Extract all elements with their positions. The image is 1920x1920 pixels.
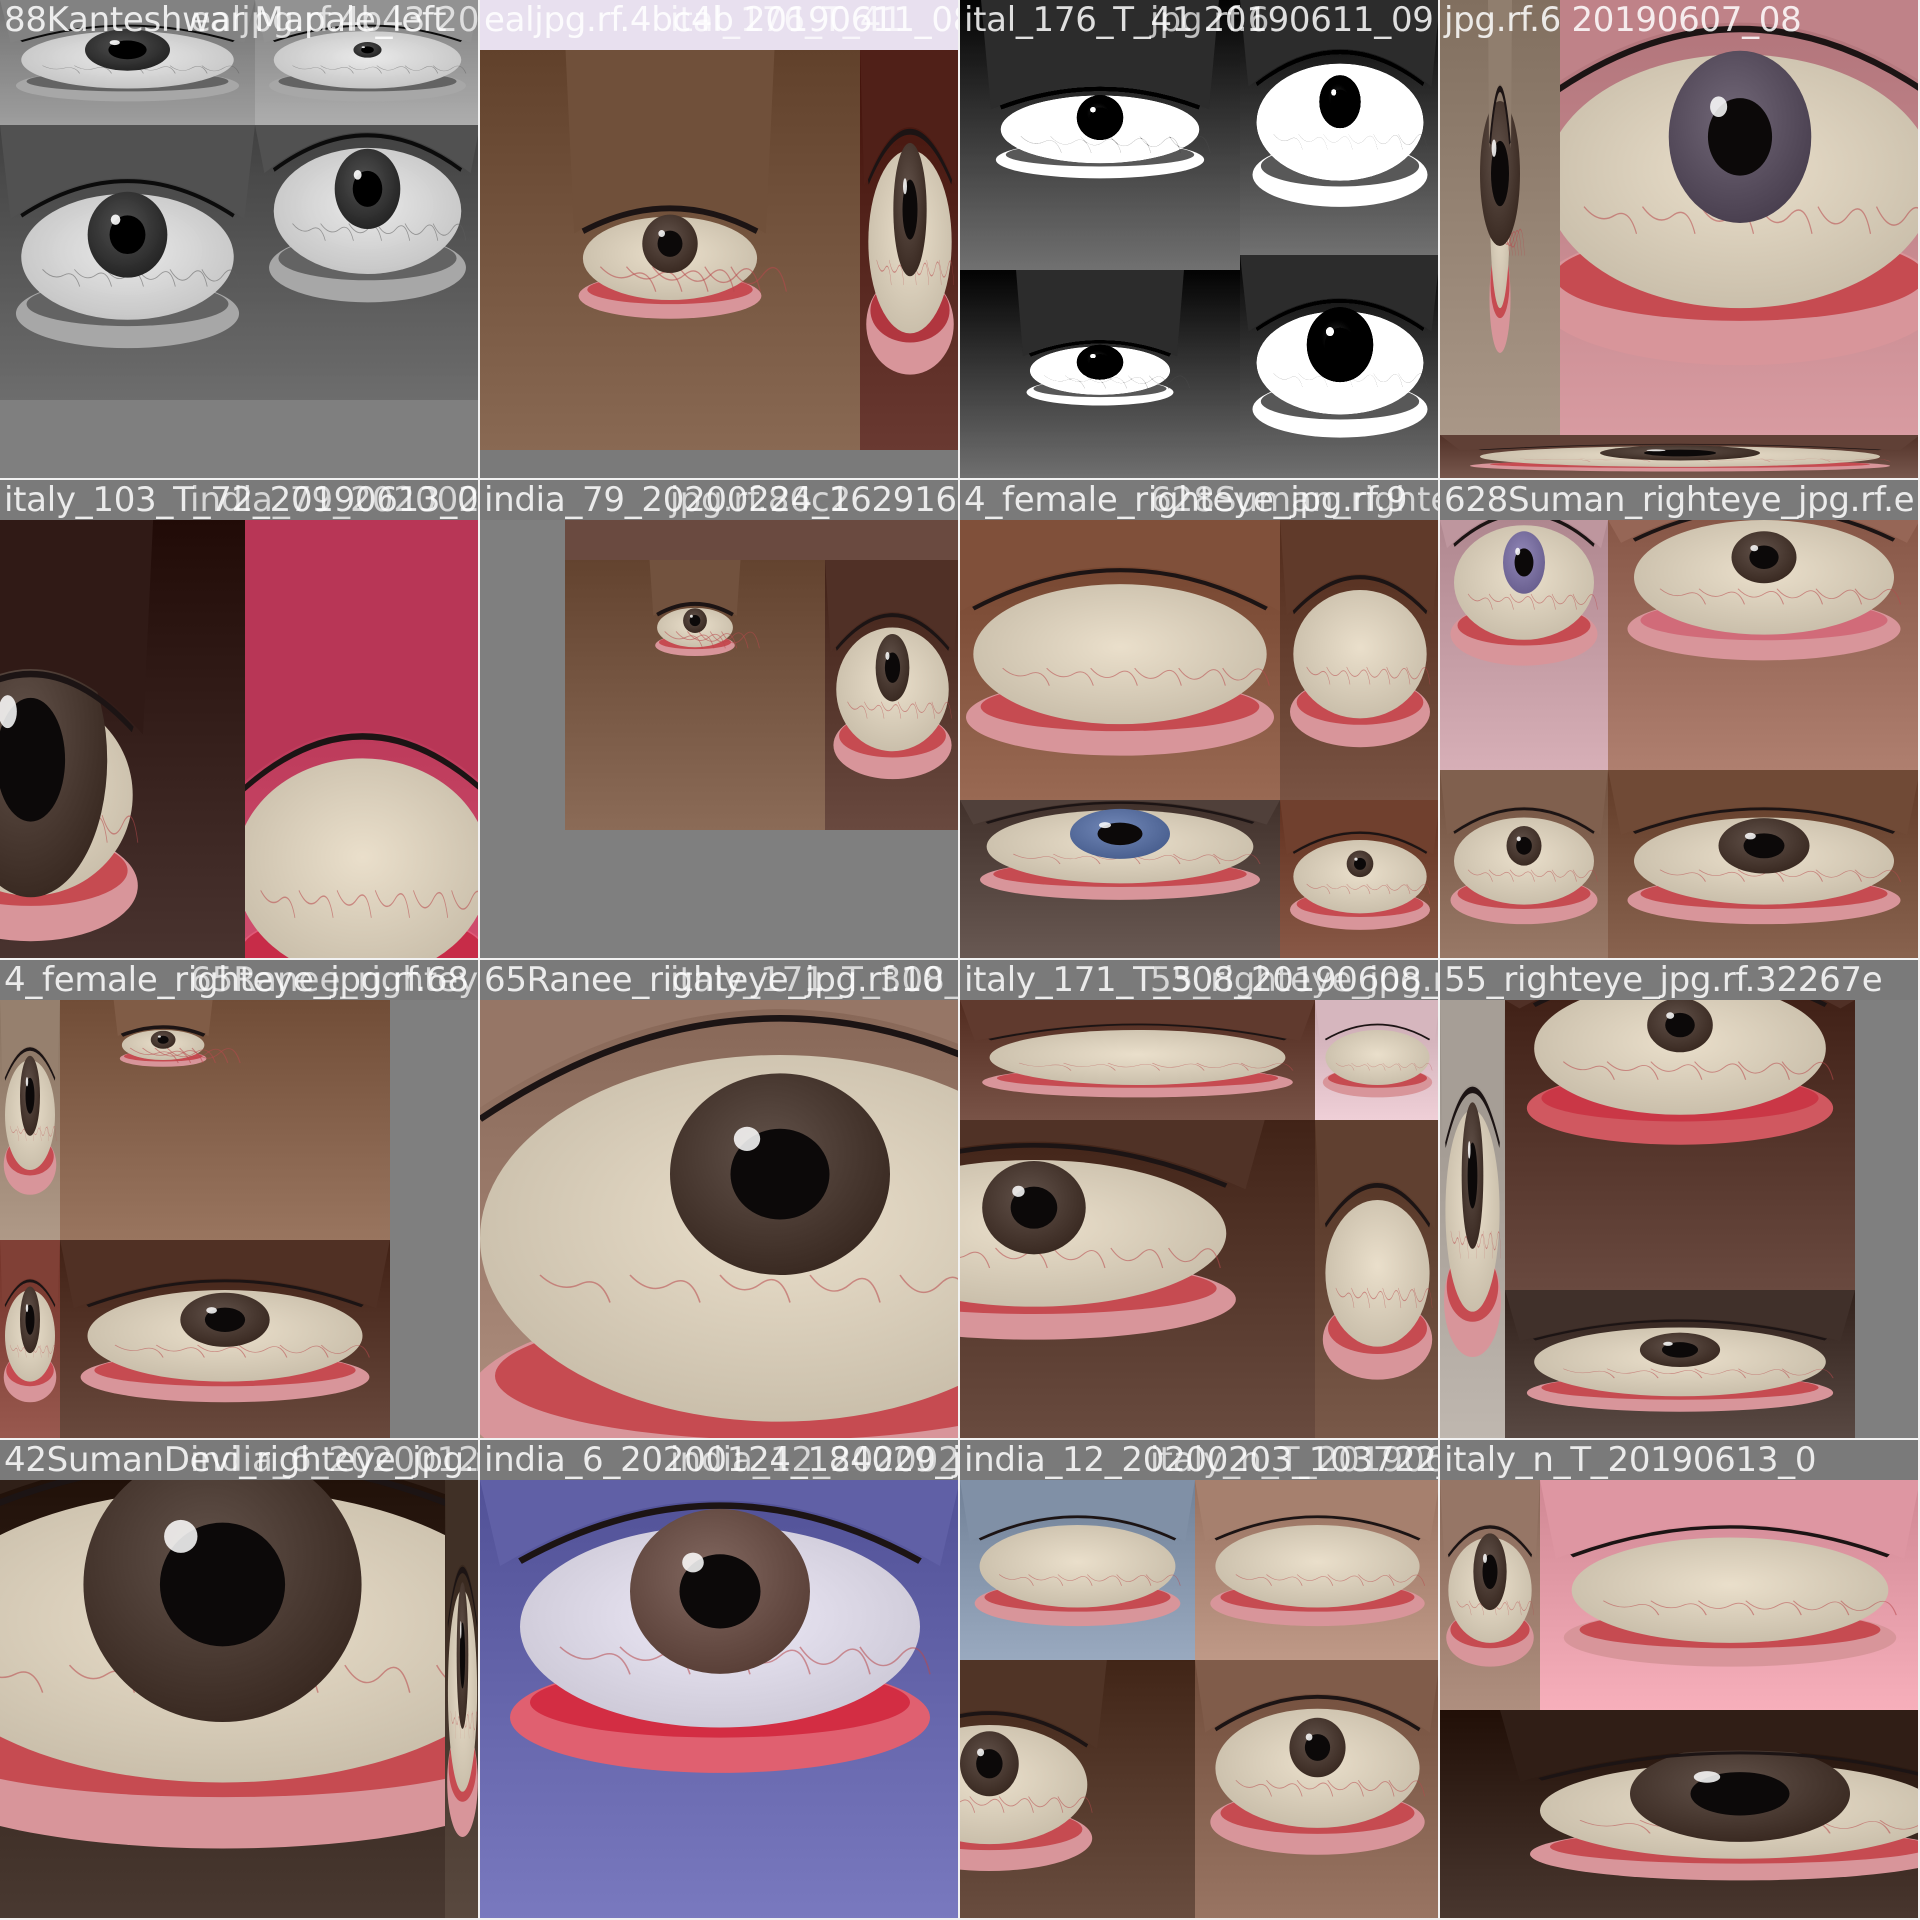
eye-photo [480,50,860,450]
eye-photo [255,0,478,125]
mosaic-tile-7: 4_female_righteye_jpg.rf.9 628Suman_right… [960,480,1440,960]
mosaic-tile-16: italy_n_T_20190613_0 [1440,1440,1920,1920]
eye-photo [60,1240,390,1438]
mosaic-tile-8: 628Suman_righteye_jpg.rf.e1 [1440,480,1920,960]
eye-photo [960,800,1280,958]
eye-photo [0,1480,445,1918]
tile-filename-label: italy_n_T_20190613_0 [1444,1440,1817,1480]
eye-photo [825,560,958,830]
eye-photo [60,1000,390,1240]
mosaic-tile-5: italy_103_T_72_20190613_08 india_79_20200… [0,480,480,960]
eye-photo [1240,255,1438,478]
eye-photo [0,0,255,125]
eye-photo [1560,0,1918,435]
tile-overlap-label: 65Ranee_righteye_jpg.rf.10 [190,960,479,1000]
eye-photo [565,560,825,830]
eye-photo [1440,770,1608,958]
tile-band [480,0,958,50]
eye-photo [1315,1000,1438,1120]
mosaic-tile-9: 4_female_righteye_jpg.rf.68 65Ranee_right… [0,960,480,1440]
letterbox-padding [565,830,958,958]
eye-photo [1608,770,1918,958]
mosaic-tile-14: india_6_20200124_184029_jpg.rfindia_12_2… [480,1440,960,1920]
tile-overlap-label: india_12_20200203_103722 [670,1440,960,1480]
eye-photo [255,125,478,400]
eye-photo [1240,0,1438,255]
mosaic-tile-12: 55_righteye_jpg.rf.32267e [1440,960,1920,1440]
tile-overlap-label: italy_n_T_20190613_0 [1150,1440,1438,1480]
mosaic-tile-1: 88Kanteshwar Mapale_left ealjpg.rf.4b43 2… [0,0,480,480]
eye-photo [445,1480,478,1918]
eye-photo [1195,1480,1438,1660]
eye-photo [1505,1290,1855,1438]
eye-photo [960,0,1240,270]
eye-photo [960,270,1240,478]
eye-photo [1195,1660,1438,1918]
eye-photo [0,1000,60,1240]
tile-overlap-label: italy_171_T_308_20190608_0 [670,960,960,1000]
mosaic-tile-6: india_79_20200224_162916 jpg.rf.86c2 [480,480,960,960]
eye-photo [1440,435,1918,478]
mosaic-tile-13: 42SumanDevi_righteye_jpg.rf india_6_20200… [0,1440,480,1920]
letterbox-padding [390,1000,478,1438]
mosaic-tile-10: 65Ranee_righteye_jpg.rf.10 italy_171_T_30… [480,960,960,1440]
mosaic-tile-2: ealjpg.rf.4bc4b 20190611_08 ital_176_T_41 [480,0,960,480]
eye-photo [1440,1000,1505,1438]
mosaic-tile-15: india_12_20200203_103722_jpg.rfitaly_n_T… [960,1440,1440,1920]
tile-overlap-label: 628Suman_righteye_jpg.rf.e1 [1150,480,1438,520]
mosaic-tile-3: ital_176_T_41 20190611_09 jpg.rf.6 [960,0,1440,480]
eye-photo [245,520,478,958]
eye-photo [480,1480,958,1918]
tile-overlap-label: india_6_20200124_184029_jp [190,1440,480,1480]
eye-photo [1440,0,1560,435]
tile-overlap-label: jpg.rf.6 [1150,0,1270,40]
letterbox-padding [480,520,565,958]
eye-photo [0,520,245,958]
tile-overlap-label: ital_176_T_41 [670,0,903,40]
eye-photo [1540,1480,1918,1710]
eye-photo [1505,1000,1855,1290]
mosaic-tile-4: jpg.rf.6 20190607_08 [1440,0,1920,480]
tile-filename-label: 628Suman_righteye_jpg.rf.e1 [1444,480,1920,520]
eye-photo [860,50,958,450]
eye-photo [1280,520,1438,800]
eye-photo [960,1480,1195,1660]
tile-overlap-label: 55_righteye_jpg.rf.32267e [1150,960,1438,1000]
eye-photo [960,520,1280,800]
eye-photo [0,1240,60,1438]
eye-photo [1440,520,1608,770]
eye-photo [0,125,255,400]
eye-photo [960,1000,1315,1120]
eye-photo [960,1660,1195,1918]
letterbox-padding [0,400,478,478]
tile-overlap-label: ealjpg.rf.4b43 20190611_0 [190,0,480,40]
mosaic-tile-11: italy_171_T_308_20190608_07 55_righteye_j… [960,960,1440,1440]
tile-overlap-label: india_79_20200224_16291 [190,480,480,520]
tile-overlap-label: jpg.rf.86c2 [670,480,852,520]
letterbox-padding [1855,1000,1918,1438]
eye-photo [1280,800,1438,958]
eye-photo [1440,1710,1918,1918]
eye-photo [1608,520,1918,770]
tile-band [565,520,958,560]
tile-filename-label: 55_righteye_jpg.rf.32267e [1444,960,1883,1000]
eye-photo [960,1120,1315,1438]
eye-photo [1315,1120,1438,1438]
eye-photo [480,1000,958,1438]
eye-photo [1440,1480,1540,1710]
